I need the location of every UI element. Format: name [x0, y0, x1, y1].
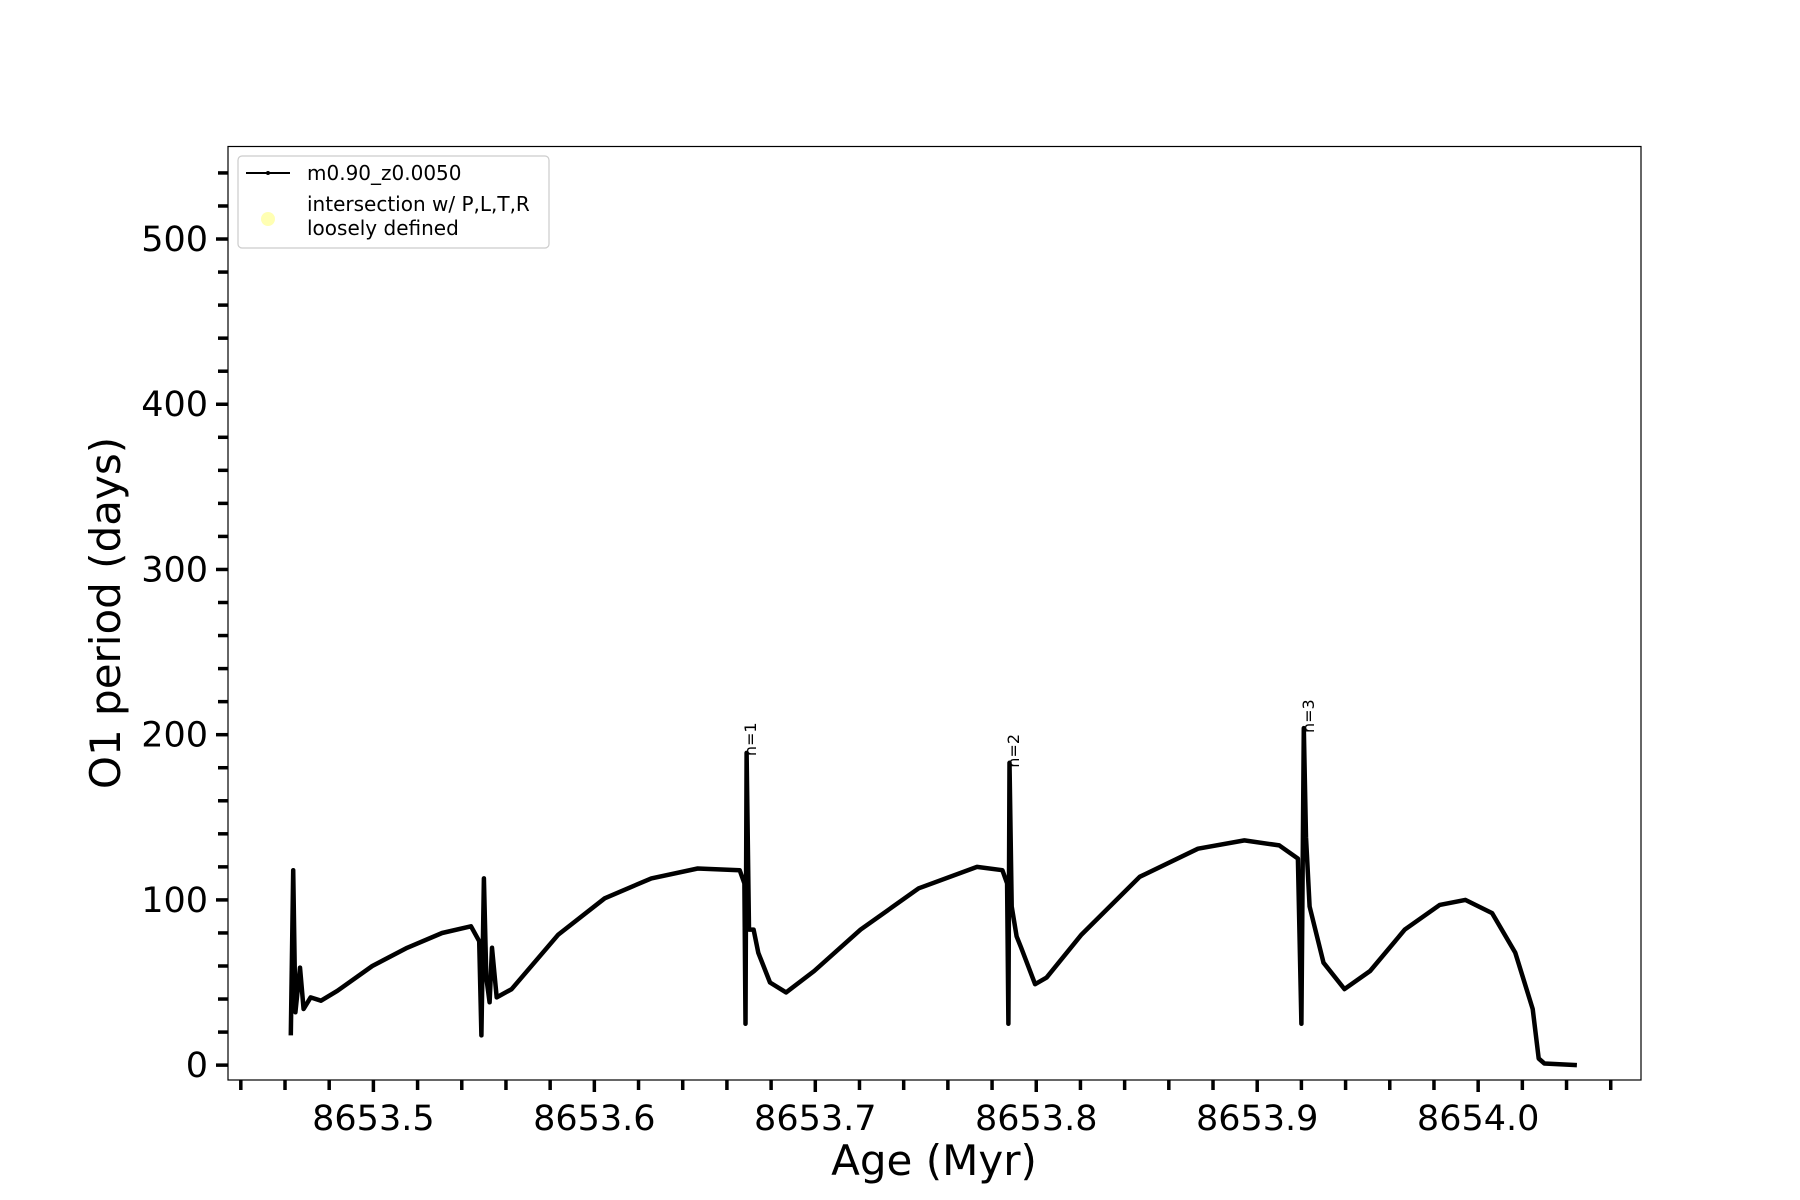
annotation: n=2 [1004, 734, 1023, 768]
legend-label: m0.90_z0.0050 [307, 161, 462, 185]
y-tick-label: 500 [141, 220, 208, 260]
legend-marker [266, 171, 270, 175]
y-tick-label: 300 [141, 550, 208, 590]
x-axis-label: Age (Myr) [831, 1136, 1037, 1185]
y-tick-label: 0 [186, 1046, 208, 1086]
annotation: n=1 [741, 722, 760, 756]
legend-marker [261, 212, 275, 226]
y-axis-label: O1 period (days) [81, 437, 130, 789]
x-tick-label: 8653.5 [312, 1099, 434, 1139]
x-tick-label: 8653.7 [754, 1099, 876, 1139]
plot-frame [227, 145, 1642, 1081]
x-tick-label: 8653.8 [975, 1099, 1097, 1139]
y-tick-label: 400 [141, 385, 208, 425]
x-tick-label: 8653.6 [533, 1099, 655, 1139]
legend-label: intersection w/ P,L,T,R loosely defined [307, 192, 530, 240]
y-tick-label: 200 [141, 716, 208, 756]
legend-box [237, 155, 550, 249]
data-line [288, 725, 1578, 1068]
y-tick-label: 100 [141, 881, 208, 921]
x-tick-label: 8653.9 [1196, 1099, 1318, 1139]
x-tick-label: 8654.0 [1417, 1099, 1539, 1139]
annotation: n=3 [1299, 699, 1318, 733]
